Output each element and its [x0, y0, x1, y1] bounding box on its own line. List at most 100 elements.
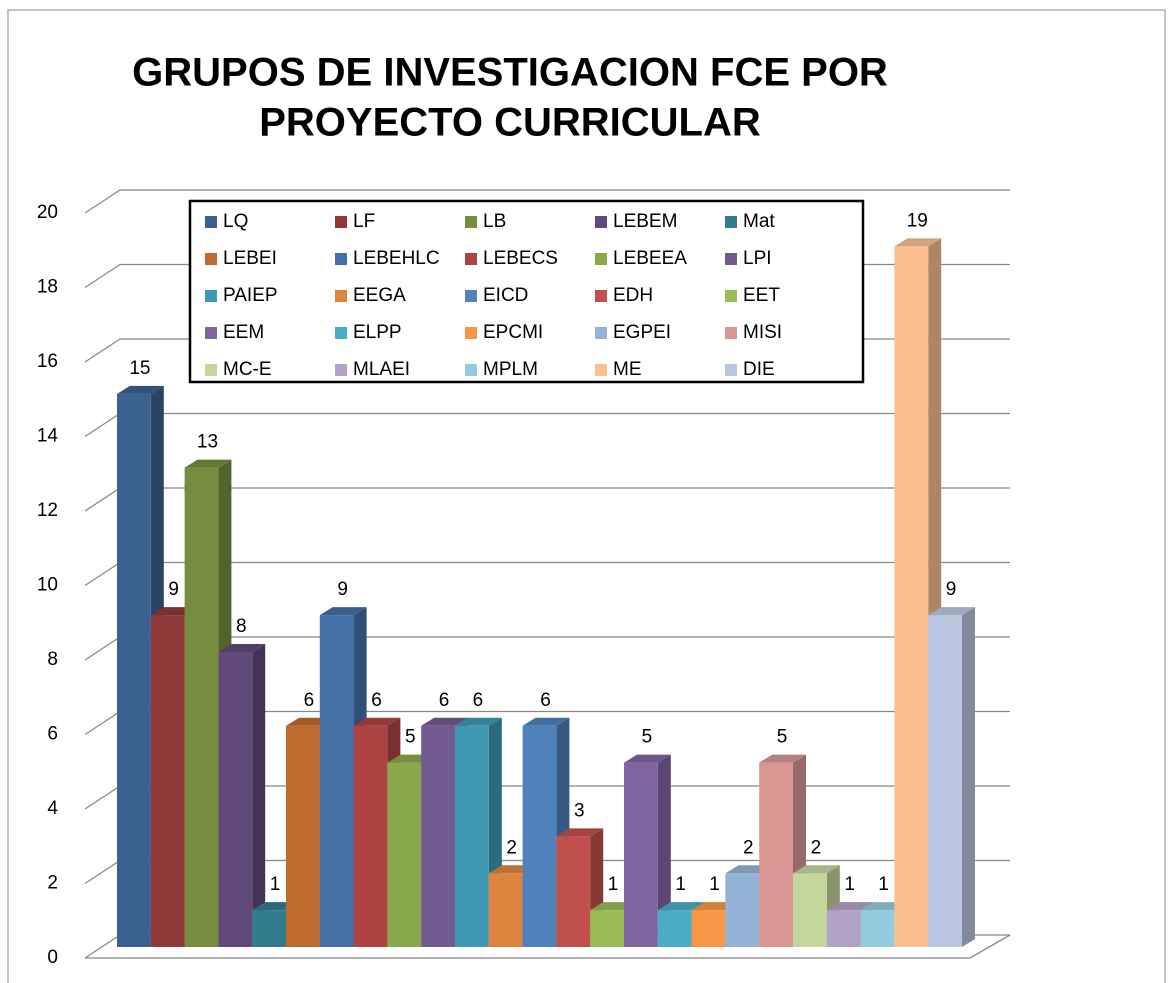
legend-label: MPLM — [483, 359, 538, 380]
legend-label: EGPEI — [613, 322, 671, 343]
legend-swatch — [725, 290, 737, 302]
legend-label: EPCMI — [483, 322, 543, 343]
bar-front — [928, 615, 962, 947]
legend-swatch — [335, 364, 347, 376]
bar-top — [184, 459, 232, 468]
data-label: 15 — [129, 358, 150, 379]
bar-front — [488, 873, 523, 947]
bar-side — [962, 607, 975, 947]
bar-top — [624, 754, 671, 763]
y-tick-label: 20 — [37, 202, 58, 223]
bar — [455, 717, 502, 947]
data-label: 1 — [844, 874, 855, 895]
legend-label: LPI — [743, 248, 772, 269]
bar-front — [387, 762, 422, 947]
bar-front — [117, 393, 151, 947]
y-tick-label: 14 — [37, 426, 59, 447]
bar-front — [353, 725, 388, 947]
legend-label: EICD — [483, 285, 528, 306]
legend-swatch — [335, 290, 347, 302]
legend-box — [188, 199, 865, 384]
legend-swatch — [205, 216, 217, 228]
legend-label: EET — [743, 285, 780, 306]
legend-label: LEBECS — [483, 248, 558, 269]
bar — [928, 607, 975, 947]
data-label: 6 — [439, 690, 450, 711]
data-label: 1 — [270, 874, 281, 895]
bar-front — [657, 910, 692, 947]
bar-top — [353, 717, 401, 726]
data-label: 5 — [405, 727, 416, 748]
data-label: 6 — [304, 690, 315, 711]
legend-swatch — [595, 327, 607, 339]
y-tick-label: 16 — [37, 351, 58, 372]
legend-label: ELPP — [353, 322, 402, 343]
legend-label: LEBEHLC — [353, 248, 440, 269]
legend-label: LEBEM — [613, 211, 677, 232]
bar-side — [657, 754, 671, 947]
legend-swatch — [465, 216, 477, 228]
legend-label: DIE — [743, 359, 775, 380]
bar — [624, 754, 671, 947]
bar-front — [455, 725, 489, 947]
legend-swatch — [205, 290, 217, 302]
chart-title: GRUPOS DE INVESTIGACION FCE POR — [132, 51, 888, 95]
bar-top — [117, 385, 164, 394]
bar-front — [590, 910, 624, 947]
legend-swatch — [465, 327, 477, 339]
legend-label: LB — [483, 211, 506, 232]
data-label: 2 — [743, 837, 754, 858]
bar-front — [624, 762, 658, 947]
bar-front — [319, 615, 354, 947]
bar-front — [184, 467, 219, 947]
data-label: 13 — [197, 432, 218, 453]
bar-front — [759, 762, 793, 947]
legend-swatch — [725, 253, 737, 265]
bar-top — [556, 828, 604, 837]
data-label: 5 — [642, 727, 653, 748]
y-tick-label: 10 — [37, 575, 58, 596]
bar — [218, 643, 266, 947]
bar-top — [421, 717, 468, 726]
legend-label: EEGA — [353, 285, 406, 306]
legend-swatch — [335, 216, 347, 228]
bar-top — [826, 902, 874, 911]
legend-label: EDH — [613, 285, 653, 306]
data-label: 1 — [675, 874, 686, 895]
legend-swatch — [335, 253, 347, 265]
legend-label: LF — [353, 211, 375, 232]
data-label: 9 — [946, 579, 957, 600]
data-label: 2 — [506, 837, 517, 858]
legend-swatch — [595, 290, 607, 302]
legend-swatch — [725, 216, 737, 228]
legend-label: MISI — [743, 322, 782, 343]
y-tick-label: 8 — [47, 649, 58, 670]
bar-top — [319, 607, 367, 616]
legend-swatch — [595, 216, 607, 228]
bar-front — [556, 836, 591, 947]
bar-front — [286, 725, 320, 947]
bar-front — [150, 615, 185, 947]
bar-front — [725, 873, 760, 947]
legend-label: Mat — [743, 211, 775, 232]
legend-label: MC-E — [223, 359, 272, 380]
data-label: 6 — [540, 690, 551, 711]
bar-top — [894, 238, 942, 247]
y-tick-label: 4 — [47, 798, 58, 819]
y-tick-label: 2 — [47, 873, 58, 894]
legend-swatch — [465, 253, 477, 265]
bar-front — [691, 910, 726, 947]
legend-swatch — [335, 327, 347, 339]
bar-top — [759, 754, 806, 763]
legend-swatch — [465, 364, 477, 376]
bar-front — [522, 725, 557, 947]
legend-swatch — [595, 253, 607, 265]
data-label: 6 — [371, 690, 382, 711]
legend-label: ME — [613, 359, 642, 380]
legend-swatch — [465, 290, 477, 302]
legend-swatch — [725, 327, 737, 339]
y-tick-label: 0 — [47, 947, 58, 968]
data-label: 5 — [777, 727, 788, 748]
data-label: 1 — [878, 874, 889, 895]
